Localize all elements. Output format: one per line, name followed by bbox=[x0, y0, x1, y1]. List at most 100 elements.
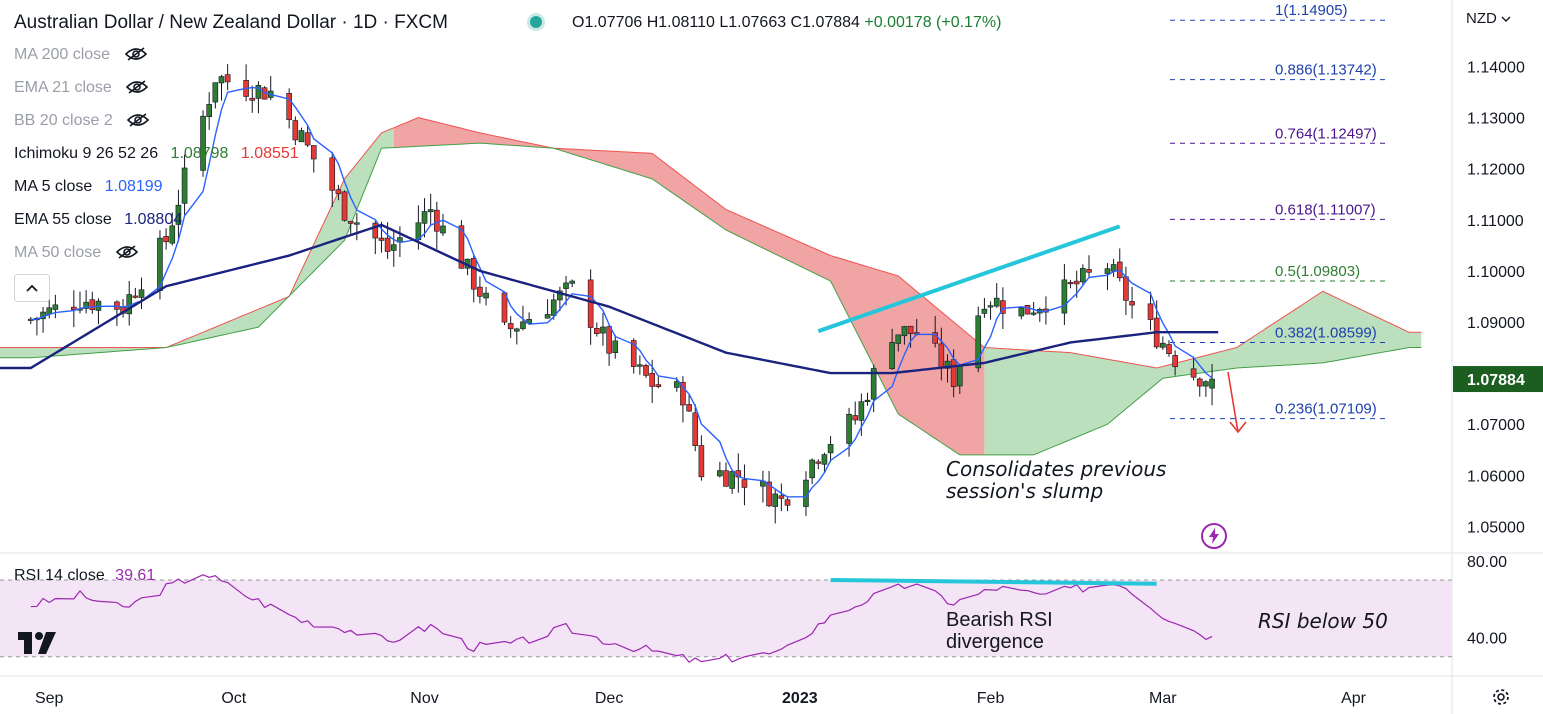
fib-label: 0.5(1.09803) bbox=[1275, 263, 1360, 280]
annotation-rsi-below: RSI below 50 bbox=[1258, 609, 1388, 633]
cloud-span-a bbox=[393, 117, 985, 348]
candle-body bbox=[1129, 301, 1135, 306]
moving-averages bbox=[0, 86, 1247, 642]
rsi-band bbox=[0, 579, 1452, 657]
candle-body bbox=[483, 292, 489, 299]
last-price-label: 1.07884 bbox=[1467, 372, 1525, 389]
candle-body bbox=[514, 328, 520, 332]
change-text: +0.00178 (+0.17%) bbox=[864, 14, 1002, 31]
candle-body bbox=[286, 93, 292, 121]
legend-ma200-label: MA 200 close bbox=[14, 46, 111, 63]
annotation-bearish-rsi: Bearish RSI divergence bbox=[946, 609, 1053, 653]
legend-ma5-label: MA 5 close bbox=[14, 178, 93, 195]
candle-body bbox=[956, 365, 963, 387]
candle-body bbox=[440, 225, 446, 234]
candle-body bbox=[593, 327, 600, 334]
candle-body bbox=[852, 415, 859, 421]
candle-body bbox=[1166, 344, 1172, 354]
currency-label: NZD bbox=[1466, 10, 1497, 27]
price-axis: 1.14000 1.13000 1.12000 1.11000 1.10000 1.090… bbox=[1453, 59, 1543, 536]
candle-body bbox=[680, 382, 686, 406]
candle-body bbox=[895, 334, 902, 344]
candle-body bbox=[421, 211, 428, 224]
candle-body bbox=[729, 471, 735, 489]
legend-ichimoku-v2: 1.08551 bbox=[240, 145, 299, 162]
candle-body bbox=[544, 314, 551, 319]
candle-body bbox=[741, 479, 748, 488]
candle-body bbox=[181, 167, 188, 204]
candle-body bbox=[1209, 378, 1215, 389]
candle-body bbox=[809, 459, 815, 479]
candle-body bbox=[384, 237, 391, 252]
price-tick-label: 1.07000 bbox=[1467, 417, 1525, 434]
fib-label: 0.236(1.07109) bbox=[1275, 401, 1377, 418]
candle-body bbox=[1104, 268, 1111, 274]
symbol-title[interactable]: Australian Dollar / New Zealand Dollar ·… bbox=[14, 12, 448, 33]
fib-label: 0.764(1.12497) bbox=[1275, 125, 1377, 142]
candle-body bbox=[655, 384, 662, 387]
candle-body bbox=[218, 76, 225, 84]
candle-body bbox=[200, 115, 206, 171]
chevron-up-icon bbox=[26, 284, 38, 292]
candle-body bbox=[427, 209, 434, 213]
legend-ema21[interactable]: EMA 21 close bbox=[14, 79, 149, 97]
candle-body bbox=[52, 304, 59, 310]
rsi-legend[interactable]: RSI 14 close 39.61 bbox=[14, 567, 155, 585]
candle-body bbox=[975, 315, 982, 369]
candle-body bbox=[1061, 279, 1068, 314]
legend-ma200[interactable]: MA 200 close bbox=[14, 46, 147, 64]
candle-body bbox=[1123, 276, 1129, 301]
ema55-line bbox=[0, 223, 1219, 375]
legend-ichimoku-label: Ichimoku 9 26 52 26 bbox=[14, 145, 159, 162]
price-tick-label: 1.13000 bbox=[1467, 111, 1525, 128]
tradingview-logo-icon[interactable] bbox=[18, 632, 60, 656]
fib-label: 0.886(1.13742) bbox=[1275, 62, 1377, 79]
candle-body bbox=[692, 412, 699, 446]
eye-hidden-icon[interactable] bbox=[126, 80, 149, 94]
candle-body bbox=[138, 289, 145, 298]
candle-body bbox=[255, 85, 262, 99]
legend-ma5[interactable]: MA 5 close 1.08199 bbox=[14, 178, 163, 196]
currency-selector[interactable]: NZD bbox=[1466, 10, 1511, 27]
eye-hidden-icon[interactable] bbox=[115, 245, 138, 259]
eye-hidden-icon[interactable] bbox=[124, 47, 147, 61]
candle-body bbox=[987, 305, 994, 308]
cloud-bullish bbox=[984, 291, 1422, 455]
time-tick-label: Apr bbox=[1341, 690, 1367, 707]
candle-body bbox=[772, 493, 779, 507]
time-axis: Sep Oct Nov Dec 2023 Feb Mar Apr bbox=[35, 690, 1367, 707]
collapse-legend-button[interactable] bbox=[14, 274, 50, 302]
cloud-span-b bbox=[984, 347, 1422, 456]
candle-body bbox=[292, 120, 299, 141]
candle-body bbox=[612, 340, 619, 354]
cloud-bearish bbox=[393, 117, 985, 455]
candle-body bbox=[938, 343, 945, 369]
legend-ichimoku[interactable]: Ichimoku 9 26 52 26 1.08798 1.08551 bbox=[14, 145, 299, 163]
candle-body bbox=[563, 282, 569, 289]
ohlc-text: O1.07706 H1.08110 L1.07663 C1.07884 bbox=[572, 14, 860, 31]
settings-gear-icon[interactable] bbox=[1490, 686, 1512, 708]
candle-body bbox=[132, 295, 139, 298]
price-tick-label: 1.14000 bbox=[1467, 59, 1525, 76]
legend-ema55-label: EMA 55 close bbox=[14, 211, 112, 228]
legend-ema55[interactable]: EMA 55 close 1.08804 bbox=[14, 211, 182, 229]
candle-body bbox=[637, 364, 643, 367]
candle-body bbox=[206, 104, 212, 118]
candle-body bbox=[224, 74, 231, 83]
candle-body bbox=[354, 222, 360, 225]
eye-hidden-icon[interactable] bbox=[127, 113, 150, 127]
candle-body bbox=[944, 360, 951, 369]
candle-body bbox=[821, 454, 828, 465]
rsi-legend-label: RSI 14 close bbox=[14, 567, 105, 584]
rsi-pane: 80.00 40.00 bbox=[0, 554, 1507, 664]
lightning-icon[interactable] bbox=[1199, 521, 1229, 551]
legend-ma50-label: MA 50 close bbox=[14, 244, 102, 261]
annotation-consolidates: Consolidates previous session's slump bbox=[946, 457, 1167, 503]
legend-bb20-label: BB 20 close 2 bbox=[14, 112, 113, 129]
legend-ma50[interactable]: MA 50 close bbox=[14, 244, 138, 262]
legend-bb20[interactable]: BB 20 close 2 bbox=[14, 112, 150, 130]
legend-ema55-value: 1.08804 bbox=[124, 211, 183, 228]
cloud-span-b bbox=[0, 147, 394, 359]
candle-body bbox=[587, 279, 594, 328]
